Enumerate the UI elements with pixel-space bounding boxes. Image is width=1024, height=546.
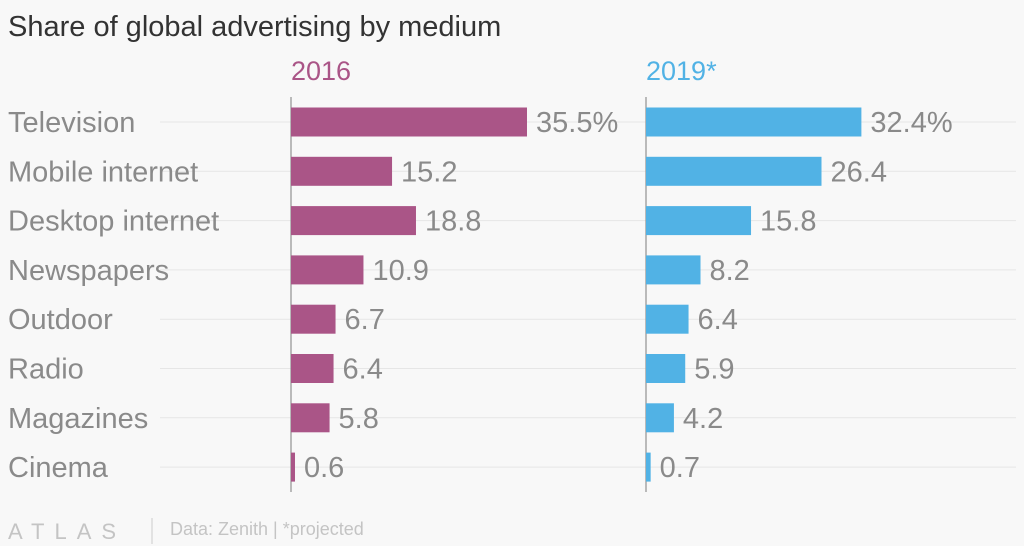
data-label: 6.4 (343, 354, 383, 386)
bar-2016-desktop-internet (291, 206, 416, 236)
category-label-television: Television (8, 107, 135, 139)
series-2019: 2019* 32.4% 26.4 15.8 8.2 6.4 5.9 4.2 0.7 (645, 56, 953, 492)
bar-2019-magazines (646, 403, 674, 433)
category-label-magazines: Magazines (8, 403, 148, 435)
bar-2016-television (291, 107, 527, 137)
bar-2019-desktop-internet (646, 206, 752, 236)
bar-2019-television (646, 107, 862, 137)
bar-2019-outdoor (646, 304, 689, 334)
data-label: 0.7 (660, 452, 700, 484)
category-label-desktop-internet: Desktop internet (8, 206, 219, 238)
data-label: 5.8 (339, 403, 379, 435)
data-label: 5.9 (694, 354, 734, 386)
grid-lines (160, 121, 1016, 468)
category-label-mobile-internet: Mobile internet (8, 156, 198, 188)
series-label-2016: 2016 (291, 56, 351, 86)
data-label: 15.2 (401, 156, 457, 188)
bar-2019-newspapers (646, 255, 701, 285)
bar-2016-radio (291, 354, 334, 383)
data-label: 4.2 (683, 403, 723, 435)
chart-title: Share of global advertising by medium (8, 11, 501, 43)
series-label-2019: 2019* (646, 56, 717, 86)
bar-2016-cinema (291, 452, 295, 482)
atlas-logo: ATLAS (8, 519, 126, 544)
data-label: 0.6 (304, 452, 344, 484)
series-panels: 2016 35.5% 15.2 18.8 10.9 6.7 6.4 5.8 0.6 2019* 32… (290, 56, 953, 492)
category-label-newspapers: Newspapers (8, 255, 169, 287)
data-label: 6.4 (698, 304, 738, 336)
data-label: 10.9 (372, 255, 428, 287)
data-label: 15.8 (760, 206, 816, 238)
data-label: 32.4% (870, 107, 952, 139)
bar-2019-mobile-internet (646, 156, 822, 186)
bar-2016-outdoor (291, 304, 336, 334)
bar-2019-cinema (646, 452, 651, 482)
category-label-cinema: Cinema (8, 452, 109, 484)
bar-2016-magazines (291, 403, 330, 433)
bar-2016-mobile-internet (291, 156, 393, 186)
data-label: 18.8 (425, 206, 481, 238)
footer: ATLAS Data: Zenith | *projected (8, 518, 364, 544)
series-2016: 2016 35.5% 15.2 18.8 10.9 6.7 6.4 5.8 0.6 (290, 56, 618, 492)
data-label: 6.7 (345, 304, 385, 336)
data-label: 8.2 (710, 255, 750, 287)
category-label-radio: Radio (8, 354, 84, 386)
category-labels: Television Mobile internet Desktop interne… (8, 107, 219, 484)
bar-2019-radio (646, 354, 686, 383)
bar-2016-newspapers (291, 255, 364, 285)
data-label: 26.4 (831, 156, 887, 188)
data-label: 35.5% (536, 107, 618, 139)
category-label-outdoor: Outdoor (8, 304, 113, 336)
source-note: Data: Zenith | *projected (170, 519, 364, 539)
